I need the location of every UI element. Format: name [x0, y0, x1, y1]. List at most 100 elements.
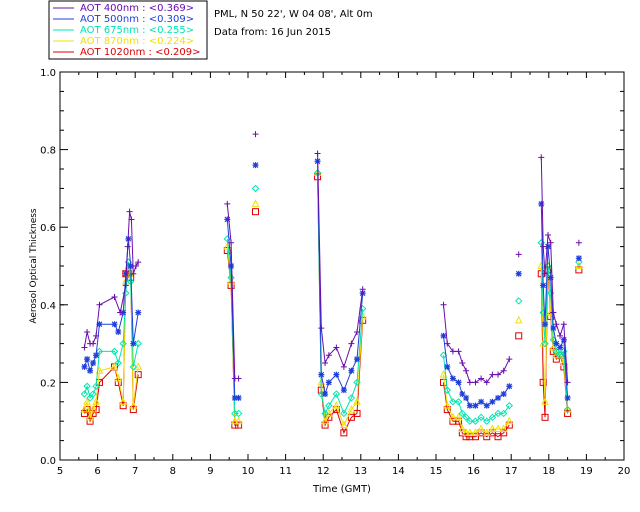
- data-point: [575, 266, 583, 274]
- data-point: [92, 397, 100, 405]
- data-point: [333, 344, 340, 351]
- data-point: [96, 321, 103, 328]
- data-point: [93, 332, 100, 339]
- data-point: [449, 398, 457, 406]
- data-point: [557, 344, 564, 351]
- data-point: [122, 289, 130, 297]
- x-tick-label: 15: [430, 466, 443, 477]
- data-point: [119, 397, 127, 405]
- data-point: [489, 371, 496, 378]
- data-point: [80, 390, 89, 398]
- data-point: [111, 294, 118, 301]
- data-point: [459, 360, 466, 366]
- data-point: [494, 424, 502, 432]
- data-point: [499, 424, 508, 432]
- x-tick-label: 17: [505, 466, 518, 477]
- data-point: [462, 413, 470, 422]
- data-point: [500, 429, 508, 437]
- data-point: [252, 162, 259, 169]
- y-tick-label: 0.6: [40, 223, 56, 234]
- x-tick-label: 8: [170, 466, 176, 477]
- data-point: [92, 382, 100, 390]
- data-point: [514, 315, 523, 324]
- data-point: [547, 274, 554, 281]
- data-point: [499, 409, 508, 418]
- data-point: [80, 404, 89, 413]
- data-point: [506, 356, 513, 363]
- data-point: [95, 347, 104, 356]
- data-point: [552, 355, 560, 363]
- data-point: [353, 378, 361, 387]
- data-point: [455, 348, 462, 355]
- data-point: [347, 394, 356, 402]
- data-point: [81, 344, 88, 351]
- data-point: [231, 394, 238, 401]
- data-point: [471, 428, 480, 436]
- data-point: [325, 352, 332, 359]
- data-point: [234, 409, 243, 418]
- data-point: [515, 270, 522, 277]
- data-point: [459, 391, 466, 398]
- data-point: [223, 235, 232, 243]
- data-point: [541, 397, 549, 405]
- data-point: [354, 328, 361, 335]
- data-point: [494, 409, 502, 418]
- data-point: [462, 433, 470, 441]
- y-axis-label: Aerosol Optical Thickness: [29, 208, 39, 324]
- data-point: [488, 429, 496, 437]
- data-point: [224, 200, 231, 207]
- data-point: [86, 412, 94, 421]
- data-point: [477, 413, 485, 422]
- data-point: [126, 208, 133, 215]
- data-point: [500, 391, 507, 398]
- data-point: [224, 216, 231, 223]
- data-point: [557, 332, 564, 339]
- data-point: [552, 347, 561, 356]
- date-label: Data from: 16 Jun 2015: [214, 27, 331, 38]
- data-point: [463, 367, 470, 374]
- data-point: [477, 424, 485, 432]
- series-line: [540, 157, 569, 383]
- data-point: [538, 200, 545, 207]
- data-point: [563, 405, 572, 414]
- data-point: [223, 241, 232, 250]
- y-tick-label: 0.8: [40, 146, 56, 157]
- data-point: [122, 270, 129, 277]
- data-point: [120, 309, 127, 316]
- series-line: [317, 172, 364, 415]
- data-point: [458, 424, 467, 432]
- data-point: [134, 362, 143, 370]
- data-point: [314, 150, 321, 157]
- data-point: [119, 402, 127, 410]
- data-point: [575, 261, 583, 269]
- data-point: [449, 375, 456, 382]
- data-point: [134, 339, 142, 348]
- data-point: [471, 433, 479, 441]
- data-point: [347, 404, 356, 413]
- x-tick-label: 10: [242, 466, 255, 477]
- data-point: [228, 263, 235, 269]
- data-point: [252, 131, 259, 138]
- data-point: [117, 309, 124, 316]
- data-point: [477, 429, 485, 437]
- data-point: [505, 401, 514, 410]
- legend-entry: AOT 500nm : <0.309>: [80, 14, 194, 25]
- data-point: [539, 378, 547, 386]
- data-point: [340, 429, 348, 437]
- data-point: [135, 309, 142, 316]
- data-point: [564, 409, 572, 417]
- data-point: [251, 199, 260, 207]
- data-point: [440, 332, 447, 339]
- data-point: [494, 433, 502, 441]
- data-point: [538, 154, 545, 161]
- data-point: [483, 433, 491, 441]
- data-point: [353, 409, 361, 417]
- data-point: [449, 348, 456, 355]
- data-point: [84, 356, 91, 363]
- y-tick-label: 1.0: [40, 68, 56, 79]
- data-point: [318, 371, 325, 378]
- data-point: [130, 340, 137, 347]
- data-point: [325, 401, 333, 410]
- data-point: [466, 428, 474, 436]
